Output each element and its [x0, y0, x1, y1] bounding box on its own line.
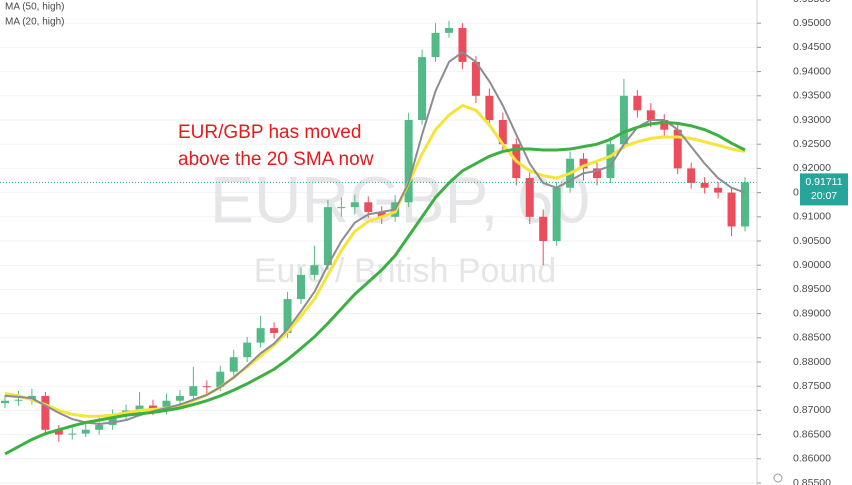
candle-body	[270, 328, 279, 333]
y-tick-label: 0.93500	[793, 90, 831, 102]
candle-body	[108, 415, 117, 425]
candle-body	[431, 32, 440, 58]
candle-body	[741, 182, 749, 227]
candle-body	[310, 265, 319, 275]
candle-body	[619, 95, 628, 145]
countdown-label: 20:07	[811, 190, 837, 202]
candle-body	[243, 342, 252, 358]
y-tick-label: 0.88500	[793, 332, 831, 344]
y-tick-label: 0.95500	[793, 0, 831, 5]
candle-body	[297, 274, 305, 300]
icon	[773, 473, 783, 483]
candle-body	[337, 207, 346, 209]
legend-entry: MA (20, high)	[5, 17, 64, 28]
y-tick-label: 0.85500	[793, 477, 831, 485]
legend-entry: MA (50, high)	[5, 2, 64, 13]
candle-body	[606, 144, 615, 179]
y-tick-label: 0.92500	[793, 138, 831, 150]
candle-body	[364, 202, 373, 212]
candle-body	[700, 182, 709, 188]
y-tick-label: 0.94000	[793, 65, 831, 77]
candle-body	[229, 357, 238, 372]
candle-body	[175, 395, 184, 401]
candle-body	[687, 168, 696, 183]
candle-body	[1, 400, 9, 404]
candle-body	[216, 371, 225, 388]
candle-body	[41, 395, 50, 430]
y-tick-label: 0.86000	[793, 453, 831, 465]
candle-body	[593, 168, 601, 179]
y-tick-label: 0.90000	[793, 259, 831, 271]
candle-body	[135, 405, 144, 411]
y-tick-label: 0.95000	[793, 17, 831, 29]
candle-body	[350, 202, 359, 208]
y-tick-label: 0.86500	[793, 428, 831, 440]
candle-body	[14, 399, 23, 401]
candle-body	[202, 386, 211, 388]
candle-body	[714, 187, 723, 193]
candle-body	[418, 57, 427, 120]
last-price-label: 0.91711	[805, 176, 842, 188]
candle-body	[552, 187, 561, 241]
candle-body	[68, 433, 77, 435]
ma-line	[4, 120, 746, 456]
candle-body	[539, 216, 548, 241]
candle-body	[404, 120, 413, 203]
candle-body	[525, 178, 534, 217]
candle-body	[81, 429, 90, 434]
candle-body	[162, 400, 171, 411]
candle-body	[283, 299, 292, 333]
candle-body	[646, 110, 655, 120]
candle-body	[189, 386, 198, 396]
candle-body	[633, 95, 642, 111]
candle-body	[471, 61, 480, 96]
y-tick-label: 0.92000	[793, 162, 831, 174]
annotation: above the 20 SMA now	[178, 149, 374, 170]
ma-line	[4, 51, 746, 425]
y-tick-label: 0.88000	[793, 356, 831, 368]
annotation: EUR/GBP has moved	[178, 122, 361, 143]
candle-body	[323, 207, 332, 266]
candle-body	[256, 328, 265, 343]
y-tick-label: 0.89500	[793, 283, 831, 295]
y-tick-label: 0.94500	[793, 41, 831, 53]
y-tick-label: 0.91000	[793, 211, 831, 223]
candle-body	[579, 158, 588, 169]
candle-body	[377, 211, 386, 217]
candle-body	[660, 120, 669, 130]
y-tick-label: 0.89000	[793, 307, 831, 319]
candle-body	[54, 429, 63, 435]
y-tick-label: 0.93000	[793, 114, 831, 126]
y-tick-label: 0.87500	[793, 380, 831, 392]
candle-body	[458, 28, 467, 62]
candle-body	[445, 28, 453, 33]
y-tick-label: 0.87000	[793, 404, 831, 416]
last-price-box	[800, 173, 848, 206]
y-tick-label: 0.90500	[793, 235, 831, 247]
candle-body	[498, 120, 507, 145]
candle-body	[485, 95, 494, 120]
candle-body	[95, 424, 104, 430]
candle-body	[727, 192, 736, 227]
candle-body	[673, 129, 682, 169]
